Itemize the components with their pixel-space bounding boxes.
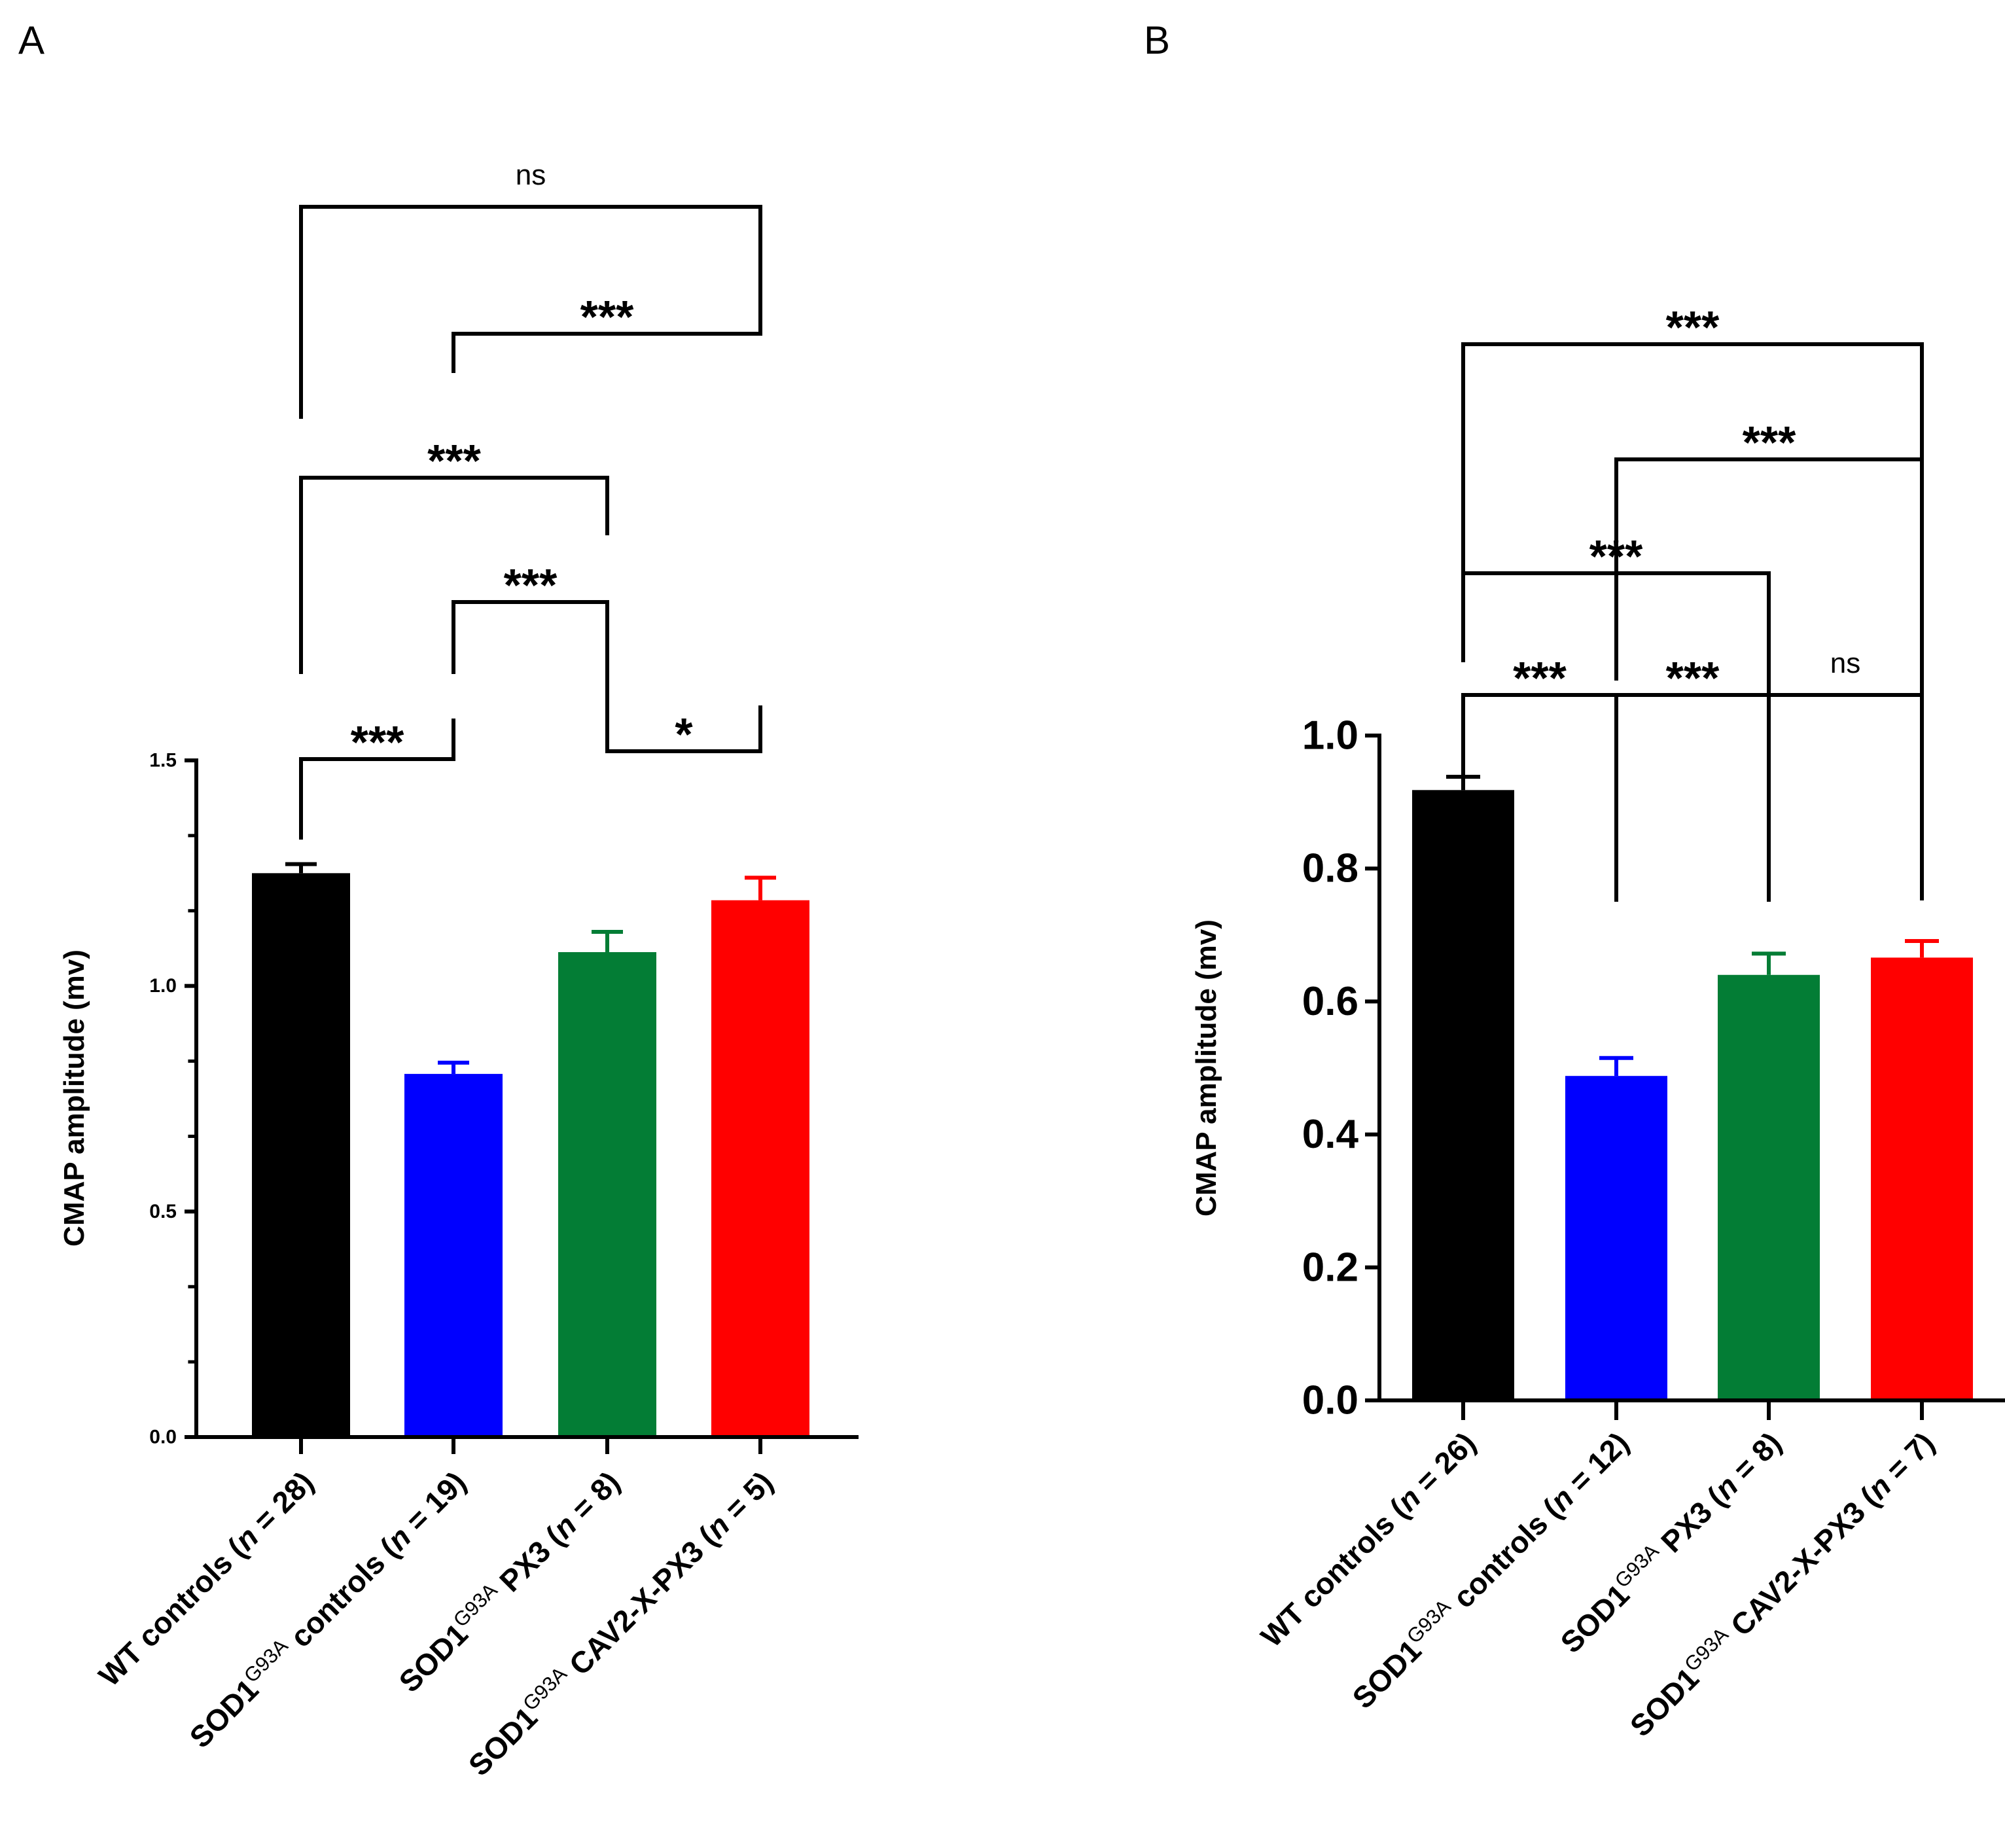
significance-bracket-a-3 [452,600,609,719]
category-label-a-1: WT controls (n = 28) [92,1465,321,1693]
category-label-b-1: WT controls (n = 26) [1254,1425,1483,1654]
y-tick-label-b: 0.2 [1302,1245,1358,1290]
bar-a-1 [252,873,350,1437]
significance-bracket-b-6 [1461,342,1924,681]
error-bar-a-2 [438,1060,469,1075]
significance-label-a-1: *** [351,717,404,768]
bracket-line [452,600,609,719]
significance-bracket-b-3 [1767,693,1924,900]
significance-bracket-b-2 [1614,693,1771,902]
significance-label-a-6: ns [516,159,546,191]
category-label-b-4: SOD1G93A CAV2-X-PX3 (n = 7) [1622,1424,1941,1743]
significance-bracket-a-2 [605,705,762,753]
bracket-line [299,719,455,840]
bracket-line [299,476,609,674]
bar-a-3 [558,951,656,1437]
significance-label-a-4: *** [427,435,481,486]
panel-letter-b: B [1144,18,1170,62]
y-tick-label-a: 1.5 [149,750,177,772]
significance-label-b-3: ns [1830,647,1860,679]
error-bar-b-3 [1752,951,1786,975]
error-bar-a-4 [745,876,776,900]
bar-b-4 [1871,957,1973,1400]
category-label-a-2: SOD1G93A controls (n = 19) [181,1463,472,1754]
bracket-line [1767,693,1924,900]
error-bar-b-2 [1599,1056,1633,1076]
bracket-line [299,205,762,419]
y-tick-label-b: 0.0 [1302,1378,1358,1423]
significance-bracket-a-1 [299,719,455,840]
bracket-line [605,705,762,753]
error-bar-a-3 [592,929,623,952]
category-label-a-4: SOD1G93A CAV2-X-PX3 (n = 5) [460,1463,779,1783]
y-axis-label-a: CMAP amplitude (mv) [58,950,90,1247]
bar-b-3 [1718,974,1820,1400]
y-tick-label-a: 0.0 [149,1427,177,1448]
significance-bracket-a-6 [299,205,762,419]
significance-label-b-5: *** [1743,417,1796,468]
significance-label-a-3: *** [504,560,558,611]
significance-bracket-a-5 [452,268,762,373]
y-axis-label-b: CMAP amplitude (mv) [1190,919,1222,1217]
bar-a-4 [711,900,809,1437]
panel-letter-a: A [18,18,44,62]
significance-label-a-5: *** [580,291,634,342]
significance-bracket-a-4 [299,476,609,674]
category-label-b-2: SOD1G93A controls (n = 12) [1344,1424,1635,1715]
significance-label-b-2: *** [1666,652,1720,703]
bar-b-1 [1412,790,1514,1400]
bracket-line [452,268,762,373]
error-bar-a-1 [285,862,317,874]
y-tick-label-b: 0.8 [1302,846,1358,891]
panel-a: A 0.0 0.5 1.0 1.5 CMAP amplitude (mv) WT contr… [18,18,859,1783]
significance-label-b-1: *** [1513,652,1567,703]
y-tick-label-b: 0.6 [1302,979,1358,1024]
bracket-line [1614,693,1771,902]
y-tick-label-a: 1.0 [149,975,177,997]
bracket-line [1461,693,1618,783]
y-tick-label-a: 0.5 [149,1201,177,1222]
bracket-line [1461,342,1924,681]
significance-label-b-6: *** [1666,302,1720,353]
y-tick-label-b: 0.4 [1302,1112,1359,1157]
bar-b-2 [1565,1076,1667,1400]
panel-b: B 0.0 0.2 0.4 0.6 0.8 1.0 CMAP amplitude (mv) WT… [1144,18,2005,1743]
bar-a-2 [404,1074,503,1437]
significance-label-a-2: * [675,709,693,760]
y-tick-label-b: 1.0 [1302,713,1358,758]
significance-bracket-b-1 [1461,693,1618,783]
error-bar-b-4 [1905,938,1939,958]
